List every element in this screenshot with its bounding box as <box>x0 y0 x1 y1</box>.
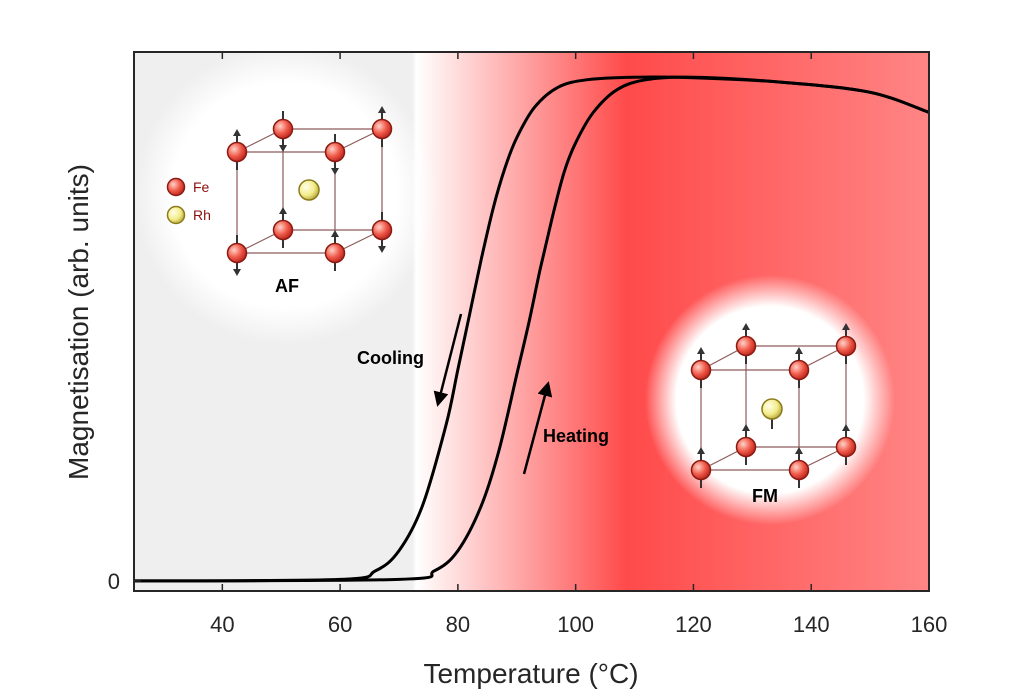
heating-curve <box>134 75 929 583</box>
fe-atom <box>735 436 757 458</box>
spin-arrowhead <box>842 323 850 330</box>
fe-atom <box>272 118 294 140</box>
spin-arrowhead <box>378 106 386 113</box>
fe-atom <box>371 118 393 140</box>
spin-arrowhead <box>331 168 339 175</box>
spin-arrowhead <box>279 145 287 152</box>
fe-atom <box>324 242 346 264</box>
spin-arrowhead <box>742 424 750 431</box>
fe-atom <box>226 242 248 264</box>
x-tick-label: 100 <box>557 612 594 637</box>
fe-atom <box>324 141 346 163</box>
x-tick-label: 40 <box>210 612 234 637</box>
fe-atom <box>226 141 248 163</box>
af-glow <box>135 52 435 345</box>
heating-arrow <box>522 381 553 475</box>
atom-legend: Fe Rh <box>166 177 211 225</box>
fe-atom <box>371 219 393 241</box>
x-tick-label: 120 <box>675 612 712 637</box>
y-axis-ticks: 0 <box>108 569 141 594</box>
plot-frame <box>133 51 930 592</box>
cooling-label: Cooling <box>357 348 424 368</box>
cooling-arrow <box>433 313 463 407</box>
x-tick-label: 80 <box>446 612 470 637</box>
fm-unit-cell-diagram <box>690 323 857 488</box>
fm-label: FM <box>752 486 778 506</box>
rh-legend-marker <box>166 205 186 225</box>
spin-arrowhead <box>842 424 850 431</box>
fe-atom <box>788 459 810 481</box>
spin-arrowhead <box>795 447 803 454</box>
fe-legend-label: Fe <box>193 179 210 195</box>
spin-arrowhead <box>378 246 386 253</box>
x-tick-label: 60 <box>328 612 352 637</box>
heating-label: Heating <box>543 426 609 446</box>
y-tick-label: 0 <box>108 569 120 594</box>
fe-atom <box>735 335 757 357</box>
spin-arrowhead <box>697 347 705 354</box>
fe-atom <box>788 359 810 381</box>
x-tick-label: 140 <box>793 612 830 637</box>
fe-legend-marker <box>166 177 186 197</box>
spin-arrowhead <box>742 323 750 330</box>
x-tick-label: 160 <box>911 612 948 637</box>
curves-layer <box>134 75 929 583</box>
spin-arrowhead <box>697 447 705 454</box>
spin-arrowhead <box>279 207 287 214</box>
fe-atom <box>272 219 294 241</box>
af-label: AF <box>275 276 299 296</box>
spin-arrowhead <box>233 129 241 136</box>
af-unit-cell-diagram <box>226 106 393 276</box>
rh-atom <box>298 179 320 201</box>
x-axis-title: Temperature (°C) <box>423 658 638 689</box>
rh-legend-label: Rh <box>193 207 211 223</box>
spin-arrowhead <box>331 230 339 237</box>
y-axis-title: Magnetisation (arb. units) <box>63 164 94 480</box>
x-axis-ticks: 40 60 80 100 120 140 160 <box>210 52 947 637</box>
rh-atom <box>761 398 783 420</box>
fe-atom <box>690 359 712 381</box>
spin-arrowhead <box>795 347 803 354</box>
spin-arrowhead <box>233 269 241 276</box>
fe-atom <box>835 335 857 357</box>
fe-atom <box>690 459 712 481</box>
fe-atom <box>835 436 857 458</box>
